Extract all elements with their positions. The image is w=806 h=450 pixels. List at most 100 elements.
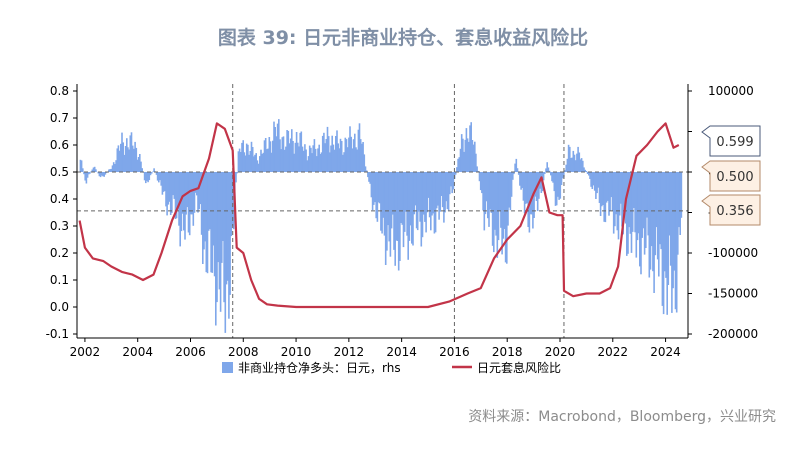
bar-mark	[498, 172, 501, 211]
bar-mark	[149, 172, 152, 176]
bar-mark	[259, 156, 261, 172]
bar-mark	[256, 160, 259, 172]
bar-mark	[548, 170, 551, 172]
bar-mark	[188, 172, 191, 236]
bar-mark	[378, 172, 381, 204]
bar-mark	[447, 172, 450, 211]
bar-mark	[679, 172, 681, 235]
bar-mark	[420, 172, 423, 247]
right-tick-label: 100000	[708, 84, 754, 98]
bar-mark	[403, 172, 406, 232]
bar-mark	[418, 172, 420, 212]
value-callout-box	[701, 194, 761, 226]
left-tick-label: 0.4	[50, 192, 69, 206]
bar-mark	[570, 158, 572, 172]
bar-mark	[546, 162, 548, 172]
bar-mark	[110, 168, 113, 172]
bar-mark	[551, 172, 553, 182]
bar-mark	[177, 172, 179, 209]
x-tick-label: 2002	[70, 345, 101, 359]
plot-area: 0.80.70.60.50.40.30.20.10.0-0.1100000500…	[46, 84, 761, 375]
bar-mark	[335, 136, 337, 172]
bar-mark	[340, 141, 343, 172]
bar-mark	[299, 132, 301, 172]
bar-mark	[437, 172, 439, 206]
bar-mark	[320, 152, 323, 172]
bar-mark	[302, 150, 305, 172]
bar-mark	[451, 172, 453, 194]
bar-mark	[482, 172, 484, 211]
bar-mark	[479, 172, 482, 191]
bar-mark	[405, 172, 407, 212]
bar-mark	[278, 119, 280, 172]
bar-mark	[460, 134, 463, 172]
bar-mark	[633, 172, 635, 208]
bar-mark	[292, 141, 294, 172]
bar-mark	[249, 151, 252, 172]
bar-mark	[300, 131, 303, 172]
bar-mark	[547, 167, 550, 172]
bar-mark	[122, 142, 124, 172]
left-tick-label: 0.7	[50, 111, 69, 125]
bar-mark	[425, 172, 427, 233]
bar-mark	[261, 154, 263, 172]
bar-mark	[308, 145, 311, 172]
bar-mark	[525, 172, 527, 204]
bar-mark	[484, 172, 487, 215]
bar-mark	[338, 148, 341, 172]
bar-mark	[306, 160, 309, 172]
bar-mark	[274, 127, 276, 172]
bar-mark	[197, 172, 199, 213]
bar-mark	[601, 172, 603, 207]
bar-mark	[127, 147, 129, 172]
bar-mark	[126, 138, 128, 172]
bar-mark	[120, 143, 122, 172]
bar-mark	[649, 172, 652, 270]
bar-mark	[653, 172, 655, 293]
bar-mark	[115, 160, 117, 172]
bar-mark	[574, 160, 577, 172]
bar-mark	[131, 145, 134, 172]
bar-mark	[444, 172, 446, 213]
bar-mark	[133, 148, 135, 172]
bar-mark	[248, 154, 250, 172]
bar-mark	[538, 172, 540, 199]
bar-mark	[310, 147, 312, 172]
bar-mark	[540, 172, 543, 193]
bar-mark	[219, 172, 222, 312]
bar-mark	[508, 172, 510, 208]
value-callout-label: 0.500	[716, 170, 753, 185]
value-callout-label: 0.599	[716, 135, 753, 150]
bar-mark	[194, 172, 197, 193]
left-tick-label: 0.5	[50, 165, 69, 179]
bar-mark	[225, 172, 228, 285]
bar-mark	[509, 172, 512, 211]
bar-mark	[184, 172, 186, 240]
bar-mark	[565, 164, 567, 172]
bar-mark	[192, 172, 195, 226]
bar-mark	[658, 172, 660, 277]
bar-mark	[616, 172, 619, 231]
bar-mark	[411, 172, 413, 244]
bar-mark	[523, 172, 526, 214]
bar-mark	[471, 140, 474, 172]
bar-mark	[181, 172, 184, 214]
legend-swatch-bars	[222, 362, 233, 373]
bar-mark	[640, 172, 642, 275]
bar-mark	[454, 172, 457, 175]
bar-mark	[397, 172, 400, 271]
bar-mark	[276, 123, 279, 172]
bar-mark	[602, 172, 604, 205]
bar-mark	[438, 172, 440, 220]
bar-mark	[361, 143, 363, 172]
bar-mark	[298, 146, 300, 172]
bar-mark	[607, 172, 609, 201]
bar-mark	[401, 172, 404, 225]
bar-mark	[355, 147, 357, 172]
legend-label-line: 日元套息风险比	[477, 360, 561, 375]
bar-mark	[599, 172, 602, 216]
bar-mark	[445, 172, 447, 202]
bar-mark	[313, 139, 316, 172]
x-tick-label: 2024	[650, 345, 681, 359]
bar-mark	[409, 172, 412, 226]
